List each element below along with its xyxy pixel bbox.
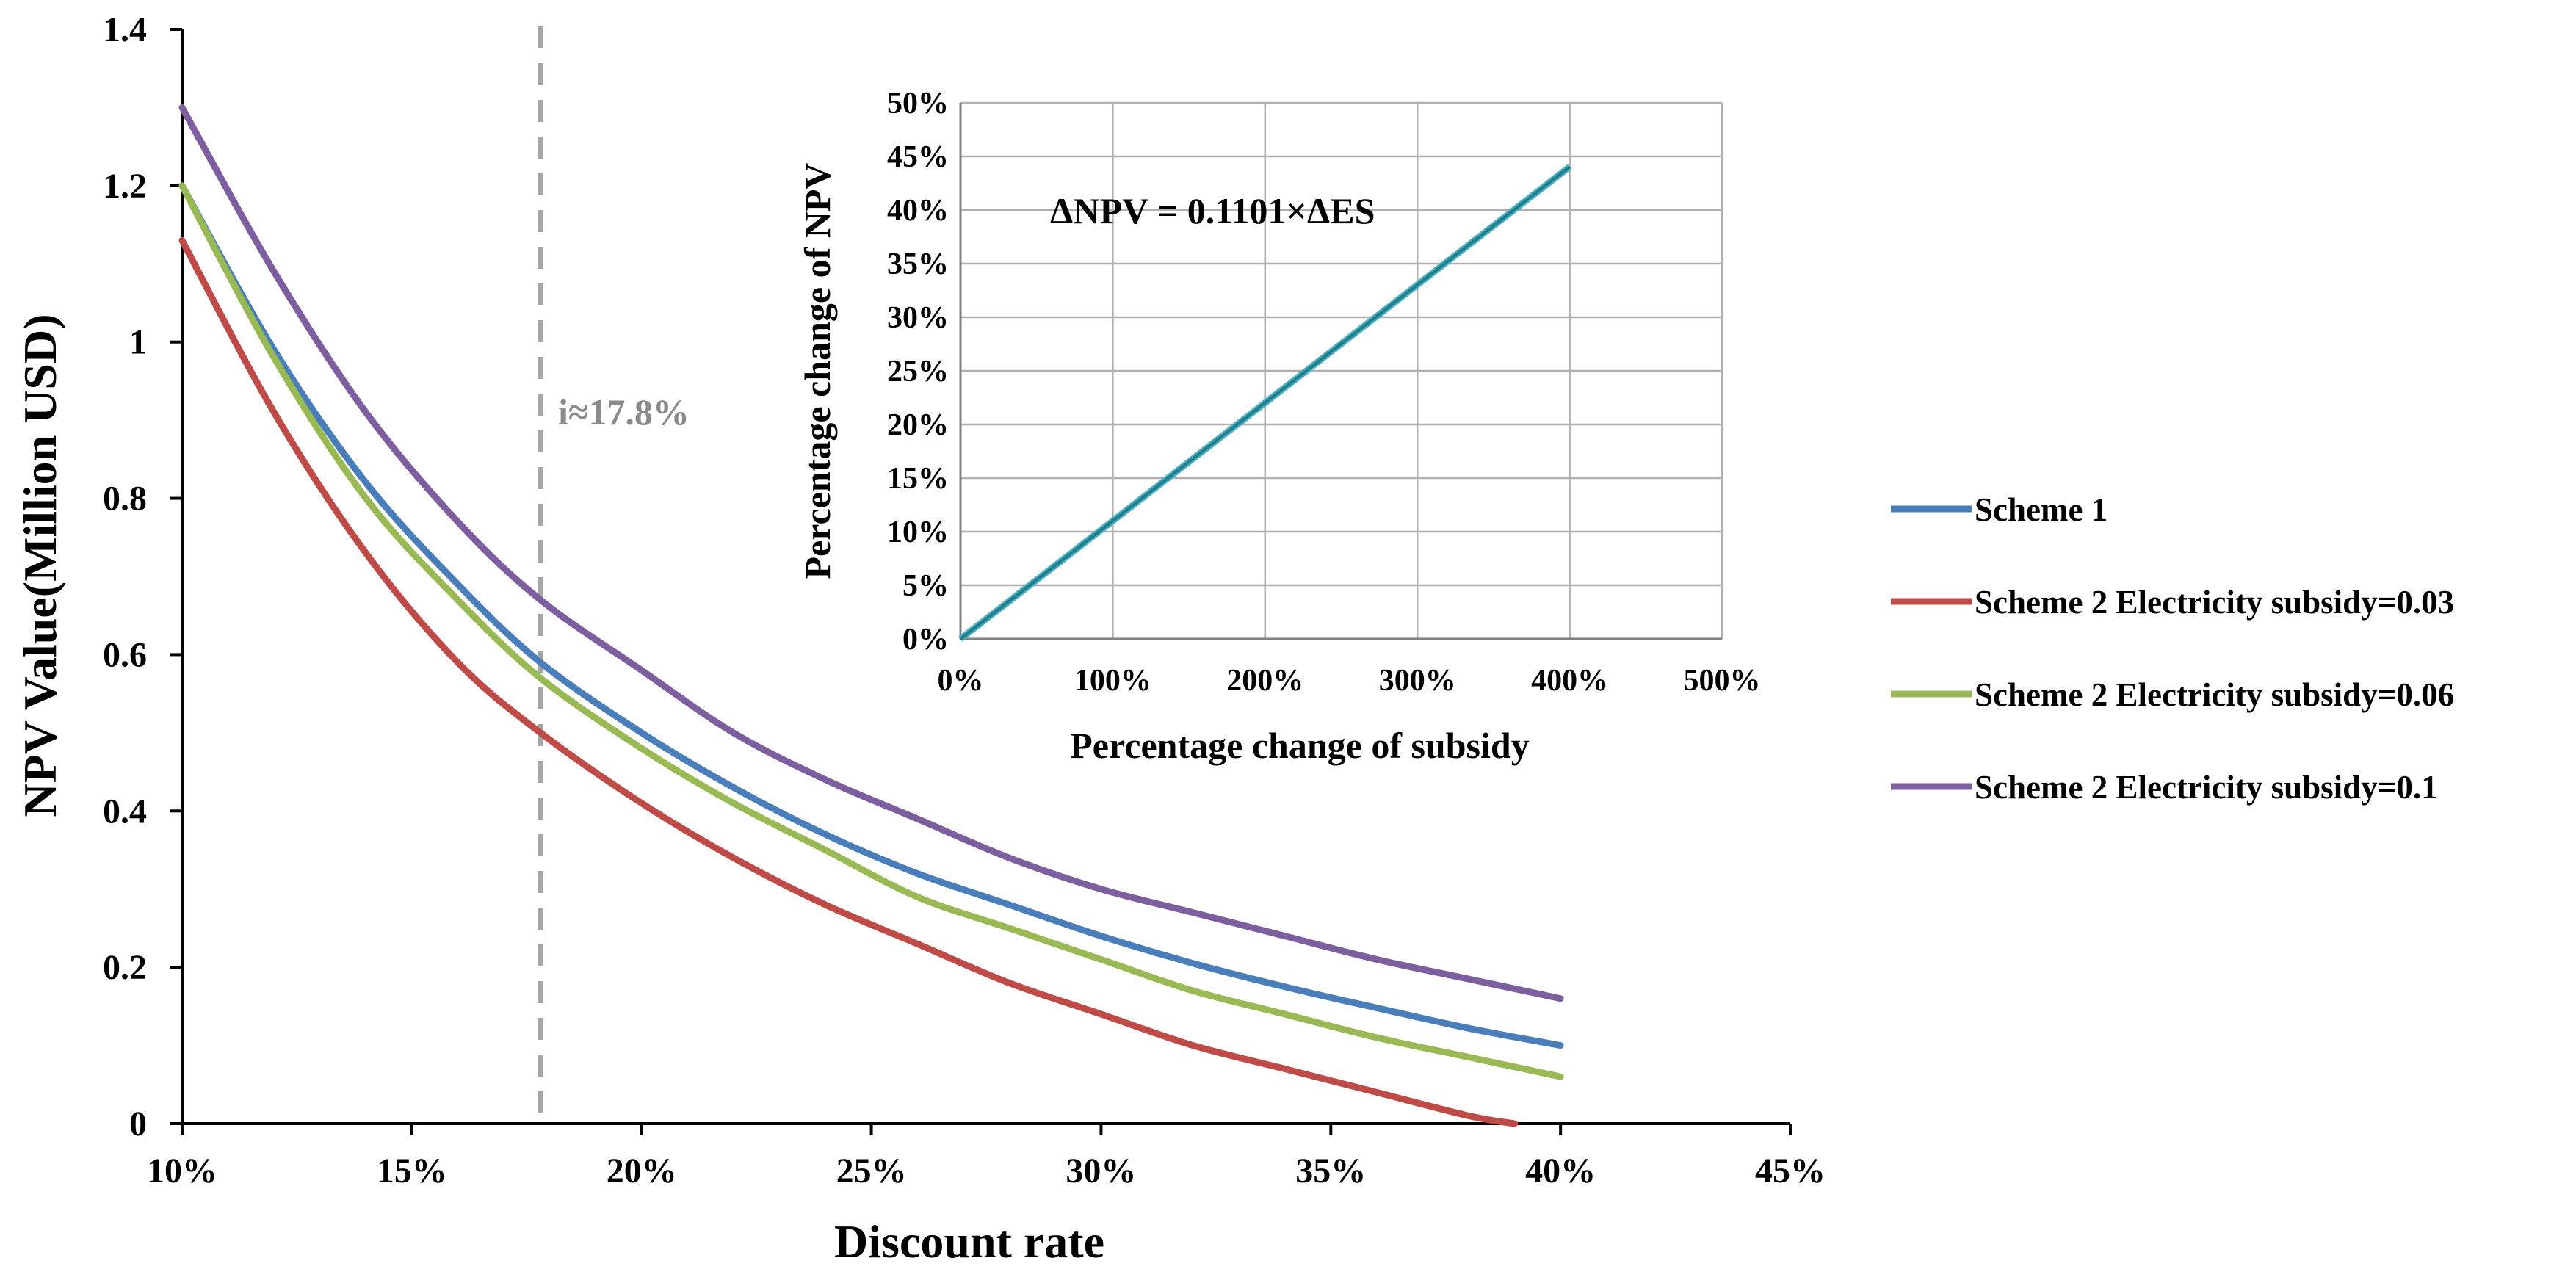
main-y-tick-label: 0.2 (103, 948, 147, 987)
inset-y-tick-label: 50% (887, 87, 949, 120)
inset-x-tick-label: 400% (1531, 664, 1608, 698)
main-x-axis-title: Discount rate (834, 1215, 1104, 1268)
legend-label-3: Scheme 2 Electricity subsidy=0.06 (1975, 676, 2454, 713)
main-x-tick-label: 30% (1066, 1151, 1136, 1190)
series-line-3 (178, 182, 1564, 1080)
inset-x-tick-label: 100% (1074, 664, 1151, 698)
inset-chart: 0% 100% 200% 300% 400% 500% 0% 5% 10% 15% 20% 25% 3… (797, 87, 1761, 766)
main-y-tick-labels: 0 0.2 0.4 0.6 0.8 1 1.2 1.4 (103, 10, 147, 1143)
main-y-tick-label: 0.4 (103, 792, 147, 831)
main-series-group (178, 104, 1564, 1127)
main-y-tick-label: 0.8 (103, 480, 147, 518)
main-y-tick-label: 0 (129, 1104, 147, 1143)
inset-series-line (959, 165, 1571, 640)
inset-x-tick-label: 0% (938, 664, 984, 698)
main-x-tick-label: 40% (1525, 1151, 1596, 1190)
legend-label-1: Scheme 1 (1975, 491, 2108, 528)
inset-y-tick-labels: 0% 5% 10% 15% 20% 25% 30% 35% 40% 45% 50% (887, 87, 949, 657)
inset-x-tick-labels: 0% 100% 200% 300% 400% 500% (938, 664, 1761, 698)
inset-y-tick-label: 5% (902, 569, 949, 603)
main-y-tick-label: 1.2 (103, 167, 147, 206)
main-x-tick-label: 25% (836, 1151, 907, 1190)
series-line-4 (178, 104, 1564, 1002)
series-line-2 (178, 236, 1519, 1127)
main-y-tick-label: 0.6 (103, 635, 147, 674)
inset-y-tick-label: 20% (887, 408, 949, 442)
main-x-tick-labels: 10% 15% 20% 25% 30% 35% 40% 45% (147, 1151, 1826, 1190)
inset-y-axis-title: Percentage change of NPV (797, 163, 838, 579)
main-x-tick-label: 35% (1295, 1151, 1366, 1190)
legend-label-4: Scheme 2 Electricity subsidy=0.1 (1975, 769, 2438, 806)
inset-y-tick-label: 0% (902, 623, 949, 657)
main-x-tick-label: 45% (1755, 1151, 1826, 1190)
inset-x-tick-label: 300% (1379, 664, 1456, 698)
main-x-tick-label: 15% (377, 1151, 447, 1190)
inset-y-tick-label: 45% (887, 140, 949, 174)
inset-equation-annotation: ΔNPV = 0.1101×ΔES (1050, 190, 1375, 231)
main-x-tick-label: 20% (607, 1151, 677, 1190)
inset-y-tick-label: 10% (887, 516, 949, 549)
inset-series-group (958, 164, 1572, 642)
inset-x-tick-label: 200% (1226, 664, 1303, 698)
main-y-tick-label: 1 (129, 323, 147, 362)
legend: Scheme 1 Scheme 2 Electricity subsidy=0.0… (1891, 491, 2454, 806)
inset-y-tick-label: 40% (887, 194, 949, 228)
inset-y-tick-label: 35% (887, 247, 949, 281)
legend-label-2: Scheme 2 Electricity subsidy=0.03 (1975, 584, 2454, 621)
main-y-tick-label: 1.4 (103, 10, 147, 49)
main-axes (170, 28, 1792, 1135)
main-chart: 10% 15% 20% 25% 30% 35% 40% 45% 0 0.2 0.4 0.6 0.8 1 1… (14, 10, 1826, 1268)
main-x-tick-label: 10% (147, 1151, 217, 1190)
inset-y-tick-label: 30% (887, 301, 949, 335)
series-line-1 (178, 182, 1564, 1049)
reference-line-label: i≈17.8% (558, 391, 690, 433)
inset-x-axis-title: Percentage change of subsidy (1070, 725, 1529, 766)
inset-y-tick-label: 15% (887, 462, 949, 496)
inset-y-tick-label: 25% (887, 355, 949, 388)
main-y-axis-title: NPV Value(Million USD) (14, 314, 66, 817)
inset-x-tick-label: 500% (1684, 664, 1761, 698)
inset-gridlines (959, 101, 1723, 640)
